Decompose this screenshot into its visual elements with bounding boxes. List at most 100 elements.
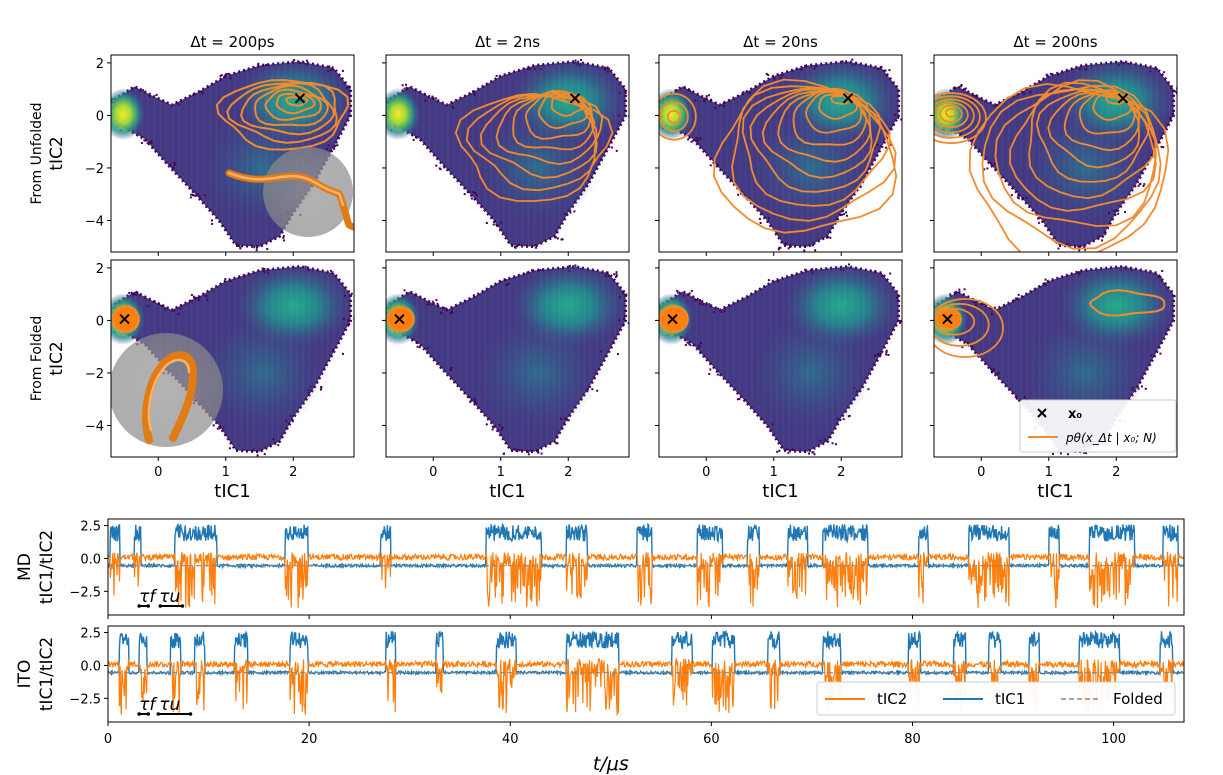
- density-unfolded: [510, 58, 627, 143]
- contour-line: [761, 89, 873, 179]
- row-label: From Unfolded: [29, 102, 45, 204]
- density-pixel: [622, 317, 625, 320]
- density-pixel: [104, 116, 106, 118]
- density-pixel: [867, 388, 870, 391]
- contour-line: [659, 101, 689, 133]
- density-pixel: [431, 95, 434, 98]
- column-title: Δt = 2ns: [475, 33, 540, 51]
- density-pixel: [986, 167, 989, 170]
- density-pixel: [1101, 239, 1104, 242]
- density-pixel: [470, 197, 473, 200]
- density-pixel: [708, 373, 711, 376]
- x-tick-label: 40: [502, 732, 519, 747]
- panel-frame: [110, 54, 355, 253]
- density-pixel: [438, 167, 441, 170]
- density-pixel: [449, 368, 452, 371]
- density-pixel: [342, 352, 345, 355]
- density-pixel: [474, 192, 477, 195]
- density-pixel: [900, 118, 902, 121]
- density-pixel: [989, 162, 992, 165]
- density-pixel: [811, 244, 814, 247]
- density-pixel: [880, 65, 883, 68]
- density-pixel: [197, 298, 200, 301]
- density-pixel: [813, 453, 816, 456]
- density-pixel: [688, 292, 691, 295]
- panel-folded-0: 2 0 −2 −4 0 1 2 tIC1: [85, 259, 355, 502]
- density-pixel: [825, 236, 828, 239]
- protein-chain: [142, 351, 198, 444]
- density-pixel: [1037, 221, 1040, 224]
- density-pixel: [600, 350, 603, 353]
- tau-u-end: [158, 604, 163, 608]
- density-pixel: [449, 312, 452, 315]
- density-edge: [659, 265, 901, 454]
- contour-line: [524, 91, 592, 140]
- x-tick-label: 2: [289, 465, 297, 480]
- density-pixel: [467, 191, 470, 194]
- density-pixel: [471, 191, 474, 194]
- density-pixel: [906, 318, 908, 320]
- density-pixel: [811, 268, 814, 271]
- density-pixel: [1158, 275, 1161, 278]
- density-pixel: [812, 451, 815, 454]
- density-pixel: [930, 306, 932, 308]
- density-pixel: [527, 450, 530, 453]
- density-pixel: [851, 58, 854, 61]
- density-pixel: [1045, 73, 1048, 76]
- density-pixel: [277, 444, 280, 447]
- density-pixel: [350, 292, 353, 295]
- density-pixel: [1051, 452, 1054, 455]
- density-pixel: [475, 401, 478, 404]
- tau-f-end: [146, 604, 151, 608]
- density-pixel: [803, 249, 806, 252]
- density-pixel: [220, 74, 223, 77]
- start-marker: [569, 93, 581, 104]
- density-pixel: [491, 428, 494, 431]
- density-pixel: [615, 271, 618, 274]
- density-pixel: [1037, 217, 1040, 220]
- density-pixel: [749, 91, 752, 94]
- density-pixel: [1025, 196, 1028, 199]
- density-pixel: [767, 279, 770, 282]
- density-pixel: [823, 438, 826, 441]
- density-pixel: [261, 267, 264, 270]
- density-pixel: [997, 372, 1000, 375]
- legend-label: tIC2: [877, 690, 907, 708]
- density-pixel: [778, 246, 781, 249]
- density-pixel: [973, 94, 976, 97]
- density-pixel: [451, 105, 454, 108]
- density-pixel: [758, 217, 761, 220]
- density-pixel: [444, 307, 447, 310]
- x-tick-label: 2: [837, 465, 845, 480]
- density-pixel: [435, 298, 438, 301]
- density-pixel: [173, 162, 176, 165]
- density-pixel: [960, 83, 963, 86]
- density-pixel: [158, 303, 161, 306]
- density-pixel: [475, 194, 478, 197]
- density-pixel: [383, 102, 385, 104]
- density-pixel: [172, 166, 175, 169]
- density-pixel: [738, 398, 741, 401]
- contour-line: [659, 92, 697, 141]
- density-pixel: [1168, 117, 1171, 120]
- density-pixel: [845, 214, 848, 217]
- density-pixel: [608, 67, 611, 70]
- tIC1-series: [108, 522, 1184, 570]
- density-pixel: [495, 223, 498, 226]
- x-tick-label: 0: [702, 465, 710, 480]
- density-pixel: [473, 93, 476, 96]
- density-pixel: [819, 439, 822, 442]
- trace-panel-ito: 2.5 0.0 −2.5 τf τu ITO tIC1/tIC2: [15, 625, 1185, 723]
- density-pixel: [1159, 276, 1162, 279]
- density-pixel: [1021, 197, 1024, 200]
- trace-panel-md: 2.5 0.0 −2.5 τf τu MD tIC1/tIC2: [15, 518, 1185, 616]
- density-pixel: [516, 244, 519, 247]
- density-pixel: [777, 248, 780, 251]
- density-pixel: [716, 163, 719, 166]
- density-pixel: [141, 89, 144, 92]
- density-pixel: [1066, 242, 1069, 245]
- density-pixel: [263, 453, 266, 456]
- density-pixel: [1080, 270, 1083, 273]
- density-pixel: [537, 451, 540, 454]
- density-pixel: [827, 236, 830, 239]
